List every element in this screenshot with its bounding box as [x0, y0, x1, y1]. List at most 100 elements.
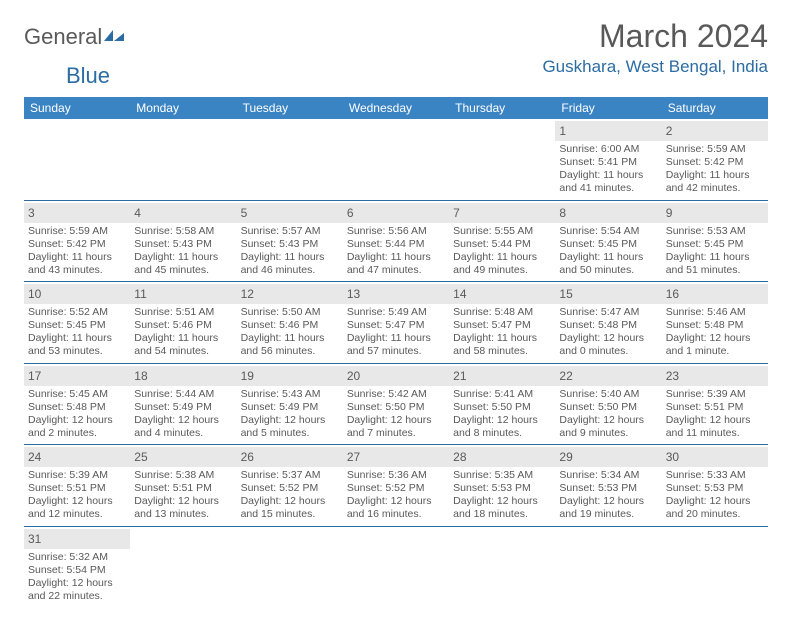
day-number-stripe: 24 — [24, 447, 130, 467]
day-number: 18 — [134, 369, 147, 383]
day-number-stripe: 10 — [24, 284, 130, 304]
empty-day-cell — [449, 527, 555, 608]
day-number: 15 — [559, 287, 572, 301]
sunrise-text: Sunrise: 5:54 AM — [559, 225, 657, 238]
daylight-text: Daylight: 12 hours — [453, 414, 551, 427]
daylight-text: Daylight: 12 hours — [28, 577, 126, 590]
daylight-text: Daylight: 11 hours — [28, 332, 126, 345]
sunrise-text: Sunrise: 5:57 AM — [241, 225, 339, 238]
sunset-text: Sunset: 5:47 PM — [347, 319, 445, 332]
daylight-text: and 42 minutes. — [666, 182, 764, 195]
day-number: 20 — [347, 369, 360, 383]
logo-text-2: Blue — [66, 63, 110, 88]
day-number-stripe: 29 — [555, 447, 661, 467]
day-cell: 17Sunrise: 5:45 AMSunset: 5:48 PMDayligh… — [24, 364, 130, 445]
day-number: 30 — [666, 450, 679, 464]
daylight-text: and 7 minutes. — [347, 427, 445, 440]
daylight-text: and 12 minutes. — [28, 508, 126, 521]
daylight-text: Daylight: 11 hours — [666, 169, 764, 182]
sunset-text: Sunset: 5:50 PM — [559, 401, 657, 414]
daylight-text: Daylight: 12 hours — [241, 414, 339, 427]
sunrise-text: Sunrise: 5:59 AM — [666, 143, 764, 156]
sunrise-text: Sunrise: 5:39 AM — [666, 388, 764, 401]
sunrise-text: Sunrise: 5:37 AM — [241, 469, 339, 482]
sunrise-text: Sunrise: 5:45 AM — [28, 388, 126, 401]
empty-day-cell — [237, 527, 343, 608]
sunset-text: Sunset: 5:53 PM — [666, 482, 764, 495]
sunset-text: Sunset: 5:45 PM — [559, 238, 657, 251]
sunset-text: Sunset: 5:53 PM — [453, 482, 551, 495]
sunset-text: Sunset: 5:45 PM — [28, 319, 126, 332]
sunset-text: Sunset: 5:43 PM — [241, 238, 339, 251]
sunrise-text: Sunrise: 5:42 AM — [347, 388, 445, 401]
day-number: 28 — [453, 450, 466, 464]
daylight-text: Daylight: 12 hours — [134, 495, 232, 508]
sunrise-text: Sunrise: 5:52 AM — [28, 306, 126, 319]
day-cell: 2Sunrise: 5:59 AMSunset: 5:42 PMDaylight… — [662, 119, 768, 200]
day-number-stripe: 22 — [555, 366, 661, 386]
empty-day-cell — [24, 119, 130, 200]
daylight-text: Daylight: 12 hours — [28, 495, 126, 508]
daylight-text: Daylight: 12 hours — [559, 332, 657, 345]
day-number: 16 — [666, 287, 679, 301]
day-number-stripe: 2 — [662, 121, 768, 141]
day-cell: 26Sunrise: 5:37 AMSunset: 5:52 PMDayligh… — [237, 445, 343, 526]
day-number: 26 — [241, 450, 254, 464]
week-row: 31Sunrise: 5:32 AMSunset: 5:54 PMDayligh… — [24, 527, 768, 608]
daylight-text: Daylight: 11 hours — [241, 251, 339, 264]
sunrise-text: Sunrise: 5:55 AM — [453, 225, 551, 238]
day-cell: 1Sunrise: 6:00 AMSunset: 5:41 PMDaylight… — [555, 119, 661, 200]
sunrise-text: Sunrise: 5:49 AM — [347, 306, 445, 319]
calendar-page: General March 2024 Guskhara, West Bengal… — [0, 0, 792, 625]
day-cell: 4Sunrise: 5:58 AMSunset: 5:43 PMDaylight… — [130, 201, 236, 282]
daylight-text: and 0 minutes. — [559, 345, 657, 358]
daylight-text: Daylight: 12 hours — [453, 495, 551, 508]
day-header: Saturday — [662, 97, 768, 119]
day-cell: 11Sunrise: 5:51 AMSunset: 5:46 PMDayligh… — [130, 282, 236, 363]
day-number: 1 — [559, 124, 566, 138]
daylight-text: and 50 minutes. — [559, 264, 657, 277]
day-number: 4 — [134, 206, 141, 220]
sunset-text: Sunset: 5:51 PM — [28, 482, 126, 495]
day-cell: 8Sunrise: 5:54 AMSunset: 5:45 PMDaylight… — [555, 201, 661, 282]
daylight-text: and 41 minutes. — [559, 182, 657, 195]
sunset-text: Sunset: 5:48 PM — [559, 319, 657, 332]
empty-day-cell — [130, 119, 236, 200]
daylight-text: Daylight: 12 hours — [666, 332, 764, 345]
flag-icon — [104, 30, 124, 44]
sunset-text: Sunset: 5:46 PM — [241, 319, 339, 332]
day-number: 27 — [347, 450, 360, 464]
day-cell: 12Sunrise: 5:50 AMSunset: 5:46 PMDayligh… — [237, 282, 343, 363]
location: Guskhara, West Bengal, India — [542, 57, 768, 77]
day-number-stripe: 8 — [555, 203, 661, 223]
day-number: 17 — [28, 369, 41, 383]
sunrise-text: Sunrise: 6:00 AM — [559, 143, 657, 156]
day-number-stripe: 11 — [130, 284, 236, 304]
day-number: 10 — [28, 287, 41, 301]
daylight-text: Daylight: 11 hours — [134, 332, 232, 345]
daylight-text: and 15 minutes. — [241, 508, 339, 521]
day-cell: 23Sunrise: 5:39 AMSunset: 5:51 PMDayligh… — [662, 364, 768, 445]
day-cell: 19Sunrise: 5:43 AMSunset: 5:49 PMDayligh… — [237, 364, 343, 445]
day-number-stripe: 3 — [24, 203, 130, 223]
day-cell: 18Sunrise: 5:44 AMSunset: 5:49 PMDayligh… — [130, 364, 236, 445]
day-number: 21 — [453, 369, 466, 383]
daylight-text: and 45 minutes. — [134, 264, 232, 277]
sunset-text: Sunset: 5:51 PM — [134, 482, 232, 495]
sunrise-text: Sunrise: 5:58 AM — [134, 225, 232, 238]
logo-text-1: General — [24, 24, 102, 50]
day-cell: 3Sunrise: 5:59 AMSunset: 5:42 PMDaylight… — [24, 201, 130, 282]
day-number: 8 — [559, 206, 566, 220]
day-cell: 14Sunrise: 5:48 AMSunset: 5:47 PMDayligh… — [449, 282, 555, 363]
daylight-text: and 13 minutes. — [134, 508, 232, 521]
day-number-stripe: 16 — [662, 284, 768, 304]
day-cell: 27Sunrise: 5:36 AMSunset: 5:52 PMDayligh… — [343, 445, 449, 526]
daylight-text: and 11 minutes. — [666, 427, 764, 440]
sunset-text: Sunset: 5:49 PM — [134, 401, 232, 414]
daylight-text: Daylight: 12 hours — [134, 414, 232, 427]
day-number: 9 — [666, 206, 673, 220]
daylight-text: and 53 minutes. — [28, 345, 126, 358]
sunset-text: Sunset: 5:48 PM — [28, 401, 126, 414]
day-cell: 29Sunrise: 5:34 AMSunset: 5:53 PMDayligh… — [555, 445, 661, 526]
sunset-text: Sunset: 5:52 PM — [241, 482, 339, 495]
